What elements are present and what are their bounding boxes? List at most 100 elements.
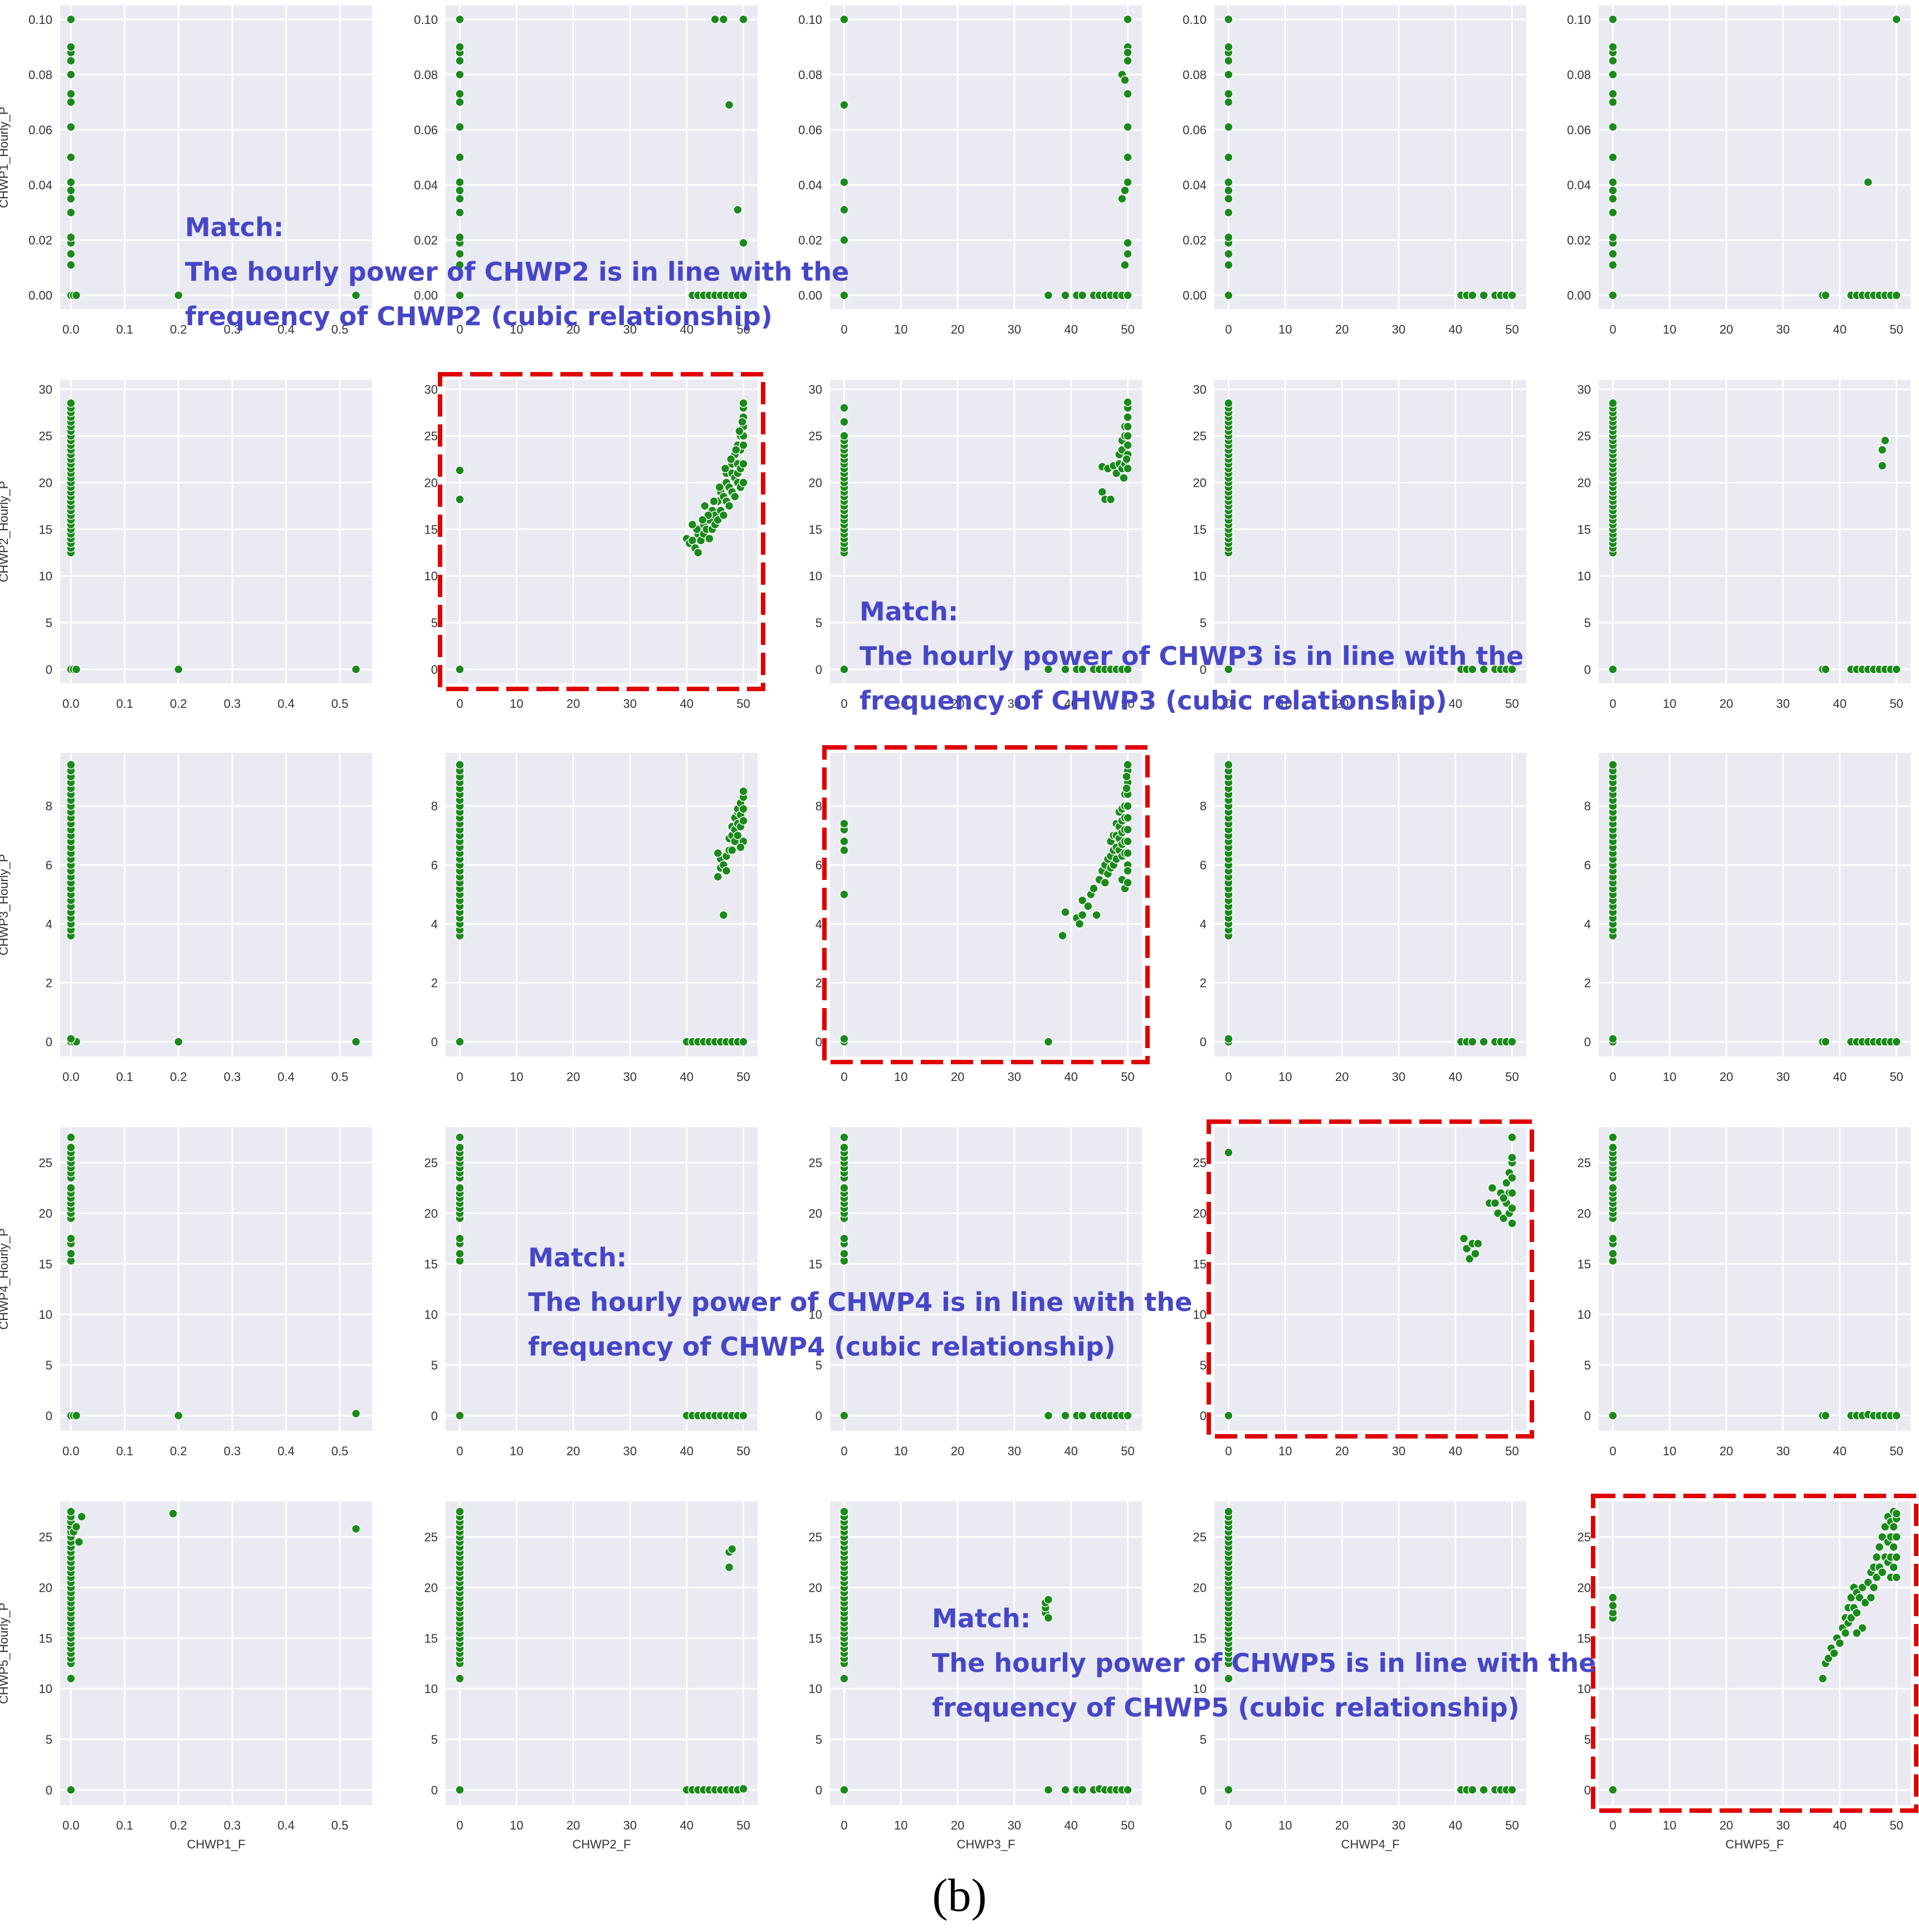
x-tick-label: 40 [1064, 322, 1077, 336]
x-tick-label: 20 [567, 1070, 580, 1084]
data-point [1487, 1183, 1497, 1193]
data-point [168, 1509, 178, 1519]
scatter-panel: 0 10 20 30 40 50 0 5 10 15 20 25 30 [1193, 380, 1526, 711]
y-tick-label: 0 [431, 1783, 438, 1797]
data-point [1821, 1411, 1830, 1420]
data-point [455, 122, 465, 132]
data-point [1224, 664, 1233, 674]
y-tick-label: 20 [809, 1581, 822, 1594]
y-tick-label: 4 [1200, 917, 1207, 931]
data-point [1123, 122, 1132, 132]
x-tick-label: 30 [623, 322, 637, 336]
data-point [455, 1183, 465, 1193]
y-tick-label: 0 [816, 663, 822, 677]
x-tick-label: 10 [894, 1444, 907, 1458]
y-tick-label: 2 [1584, 976, 1591, 990]
data-point [709, 496, 719, 506]
data-point [174, 1411, 183, 1420]
panel-background [830, 753, 1142, 1057]
data-point [1468, 1037, 1477, 1046]
data-point [66, 1785, 76, 1794]
data-point [1863, 1578, 1873, 1587]
x-tick-label: 10 [894, 1818, 907, 1832]
y-tick-label: 10 [809, 1682, 822, 1696]
x-tick-label: 0.1 [116, 697, 134, 711]
y-tick-label: 5 [431, 1358, 438, 1372]
data-point [839, 1132, 849, 1142]
data-point [1061, 1785, 1070, 1794]
data-point [1123, 431, 1132, 441]
x-tick-label: 40 [1833, 1070, 1846, 1084]
data-point [66, 249, 76, 259]
x-tick-label: 50 [1889, 322, 1903, 336]
y-tick-label: 20 [39, 1581, 52, 1594]
y-tick-label: 20 [809, 476, 822, 490]
data-point [174, 290, 183, 300]
data-point [1490, 1199, 1500, 1208]
x-tick-label: 0.3 [224, 1444, 241, 1458]
x-tick-label: 40 [1833, 322, 1846, 336]
data-point [1861, 1598, 1870, 1607]
y-tick-label: 5 [431, 1733, 438, 1747]
x-tick-label: 40 [1448, 322, 1462, 336]
data-point [1608, 122, 1618, 132]
data-point [351, 290, 361, 300]
data-point [739, 478, 748, 487]
y-tick-label: 0 [46, 1783, 52, 1797]
x-tick-label: 20 [1720, 1818, 1733, 1832]
data-point [1123, 412, 1132, 422]
x-tick-label: 40 [1448, 1444, 1462, 1458]
y-tick-label: 20 [39, 476, 52, 490]
data-point [1877, 445, 1887, 455]
x-tick-label: 10 [1663, 1444, 1676, 1458]
y-tick-label: 10 [809, 569, 822, 583]
data-point [455, 495, 465, 504]
x-tick-label: 0 [1609, 322, 1616, 336]
x-tick-label: 40 [1064, 1070, 1077, 1084]
x-tick-label: 40 [680, 1444, 693, 1458]
data-point [1224, 194, 1233, 204]
x-tick-label: 40 [1448, 697, 1462, 711]
x-tick-label: 0.1 [116, 322, 134, 336]
data-point [1224, 89, 1233, 99]
data-point [1608, 177, 1618, 187]
scatter-panel: 0.0 0.1 0.2 0.3 0.4 0.5 0 5 10 15 20 25 CHWP4_Hourly… [0, 1127, 372, 1458]
data-point [1608, 1593, 1618, 1602]
data-point [1821, 664, 1830, 674]
data-point [1608, 70, 1618, 80]
y-tick-label: 10 [1193, 1308, 1207, 1322]
data-point [66, 1507, 76, 1517]
y-tick-label: 0 [816, 1409, 822, 1423]
x-tick-label: 20 [567, 1444, 580, 1458]
panel-background [60, 380, 372, 683]
y-tick-label: 0 [1584, 663, 1591, 677]
y-tick-label: 10 [1193, 1682, 1207, 1696]
data-point [66, 194, 76, 204]
data-point [730, 492, 740, 501]
data-point [839, 1785, 849, 1794]
data-point [697, 515, 707, 525]
data-point [1224, 232, 1233, 242]
data-point [1224, 97, 1233, 107]
data-point [839, 837, 849, 846]
data-point [1092, 910, 1101, 920]
data-point [739, 1411, 748, 1420]
data-point [351, 1524, 361, 1534]
annotation-line: frequency of CHWP3 (cubic relationship) [860, 686, 1447, 716]
data-point [1479, 1037, 1488, 1046]
y-tick-label: 20 [809, 1206, 822, 1220]
y-tick-label: 0.04 [28, 178, 52, 192]
scatter-panel: 0 10 20 30 40 50 0 5 10 15 20 25 30 [1578, 380, 1911, 711]
data-point [1043, 1037, 1053, 1046]
data-point [1077, 910, 1087, 920]
data-point [1120, 260, 1130, 270]
data-point [727, 1544, 737, 1554]
scatter-panel: 0 10 20 30 40 50 0 5 10 15 20 25 [1578, 1127, 1911, 1458]
scatter-panel: 0.0 0.1 0.2 0.3 0.4 0.5 0 5 10 15 20 25 CHWP5_Hourly… [0, 1501, 372, 1851]
data-point [66, 1143, 76, 1152]
data-point [1818, 1674, 1828, 1684]
x-tick-label: 0 [456, 697, 463, 711]
y-tick-label: 0.06 [414, 123, 438, 137]
data-point [1061, 290, 1070, 300]
y-tick-label: 10 [1578, 569, 1591, 583]
